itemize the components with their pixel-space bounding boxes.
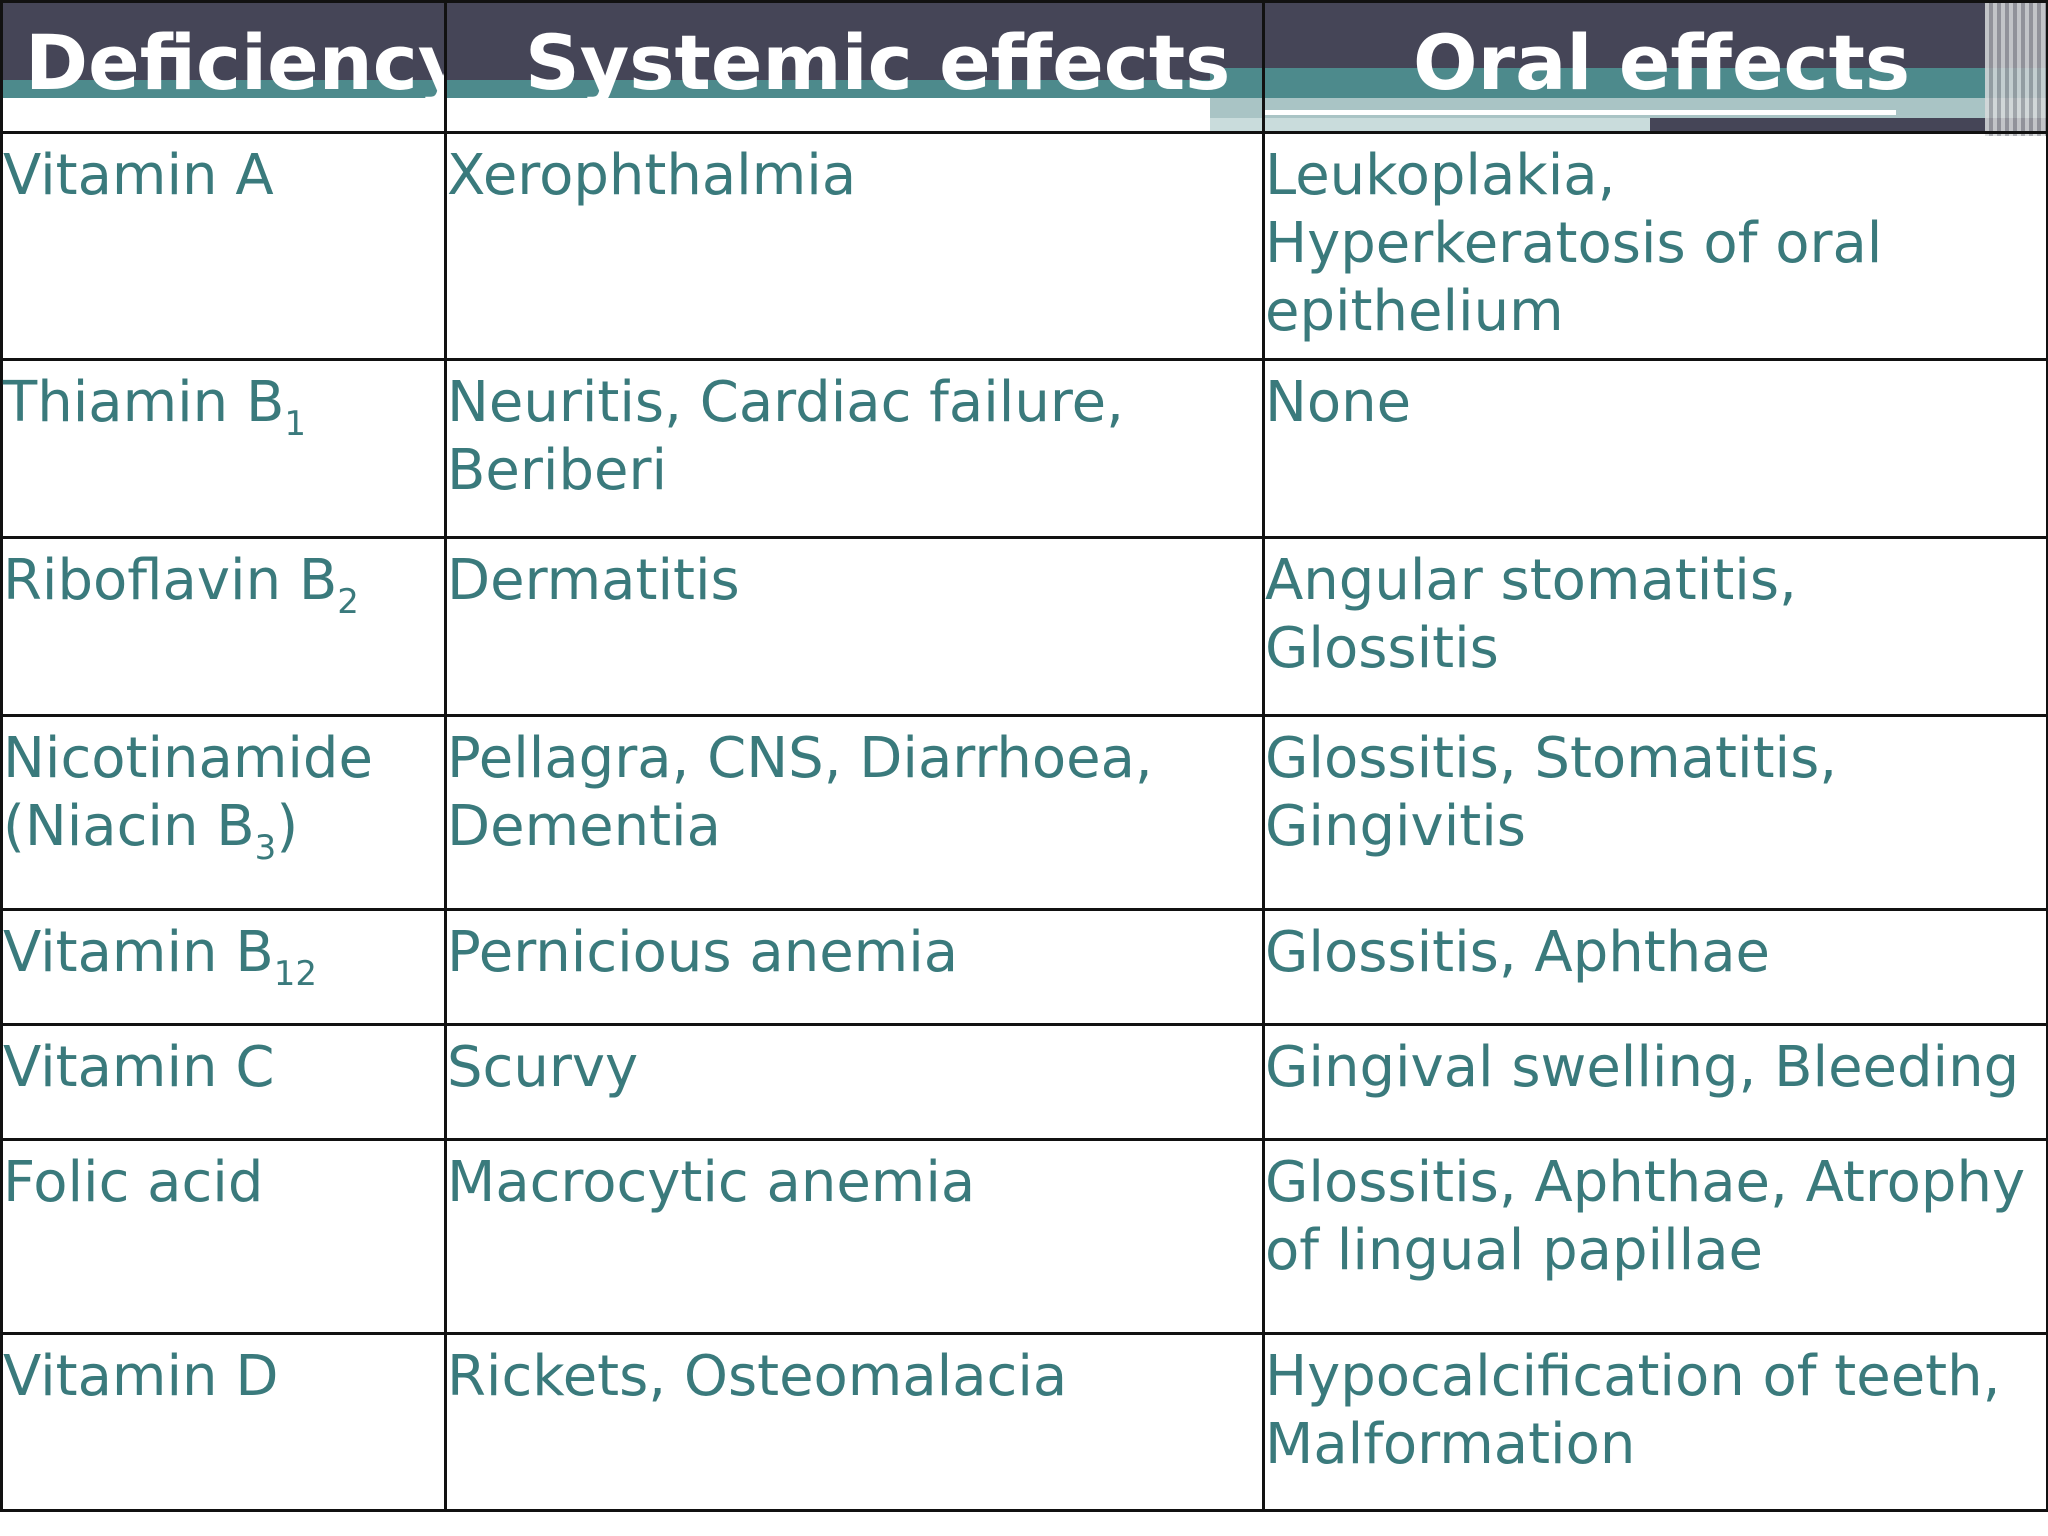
table-row: Thiamin B1 Neuritis, Cardiac failure, Beri…	[0, 358, 2048, 539]
deficiency-name: Nicotinamide	[3, 725, 444, 793]
cell-oral-effects: None	[1262, 358, 2048, 539]
deficiency-name: Vitamin C	[3, 1034, 444, 1102]
deficiency-label: Folic acid	[3, 1150, 264, 1215]
cell-deficiency: Vitamin C	[0, 1023, 447, 1141]
oral-effect-line: of lingual papillae	[1265, 1218, 1763, 1283]
cell-deficiency: Riboflavin B2	[0, 536, 447, 717]
cell-oral-effects: Gingival swelling, Bleeding	[1262, 1023, 2048, 1141]
deficiency-label: Vitamin A	[3, 143, 274, 208]
cell-systemic-effects: Xerophthalmia	[444, 131, 1265, 361]
cell-oral-effects: Glossitis, Aphthae, Atrophy of lingual pa…	[1262, 1138, 2048, 1335]
oral-effect-line: Hypocalcification of teeth,	[1265, 1344, 2001, 1409]
table-row: Folic acid Macrocytic anemia Glossitis, Ap…	[0, 1138, 2048, 1335]
oral-effect-line: epithelium	[1265, 279, 1564, 344]
cell-deficiency: Thiamin B1	[0, 358, 447, 539]
cell-deficiency: Vitamin D	[0, 1332, 447, 1512]
deficiency-name: Vitamin D	[3, 1343, 444, 1411]
table-row: Riboflavin B2 Dermatitis Angular stomatiti…	[0, 536, 2048, 717]
oral-effect-line: Leukoplakia,	[1265, 143, 1616, 208]
column-header-deficiency: Deficiency	[0, 0, 447, 134]
oral-effect-line: Glossitis, Aphthae, Atrophy	[1265, 1150, 2026, 1215]
systemic-effect-line: Beriberi	[447, 438, 668, 503]
cell-deficiency: Folic acid	[0, 1138, 447, 1335]
table-row: Vitamin A Xerophthalmia Leukoplakia, Hyperk…	[0, 131, 2048, 361]
oral-effect-line: Malformation	[1265, 1412, 1636, 1477]
cell-oral-effects: Glossitis, Stomatitis, Gingivitis	[1262, 714, 2048, 911]
deficiency-subscript: 12	[273, 954, 317, 994]
systemic-effect-line: Dementia	[447, 794, 721, 859]
cell-deficiency: Vitamin B12	[0, 908, 447, 1026]
deficiency-name: Riboflavin B2	[3, 547, 444, 619]
table-row: Nicotinamide (Niacin B3) Pellagra, CNS, Di…	[0, 714, 2048, 911]
cell-oral-effects: Hypocalcification of teeth, Malformation	[1262, 1332, 2048, 1512]
deficiency-name: Thiamin B1	[3, 369, 444, 441]
cell-systemic-effects: Pernicious anemia	[444, 908, 1265, 1026]
deficiency-name: Vitamin A	[3, 142, 444, 210]
deficiency-label: )	[276, 794, 299, 859]
deficiency-label: Vitamin B	[3, 920, 274, 985]
header-row: Deficiency Systemic effects Oral effects	[0, 0, 2048, 134]
table-row: Vitamin C Scurvy Gingival swelling, Bleedi…	[0, 1023, 2048, 1141]
deficiency-name: Folic acid	[3, 1149, 444, 1217]
cell-systemic-effects: Macrocytic anemia	[444, 1138, 1265, 1335]
column-header-systemic-effects: Systemic effects	[444, 0, 1265, 134]
deficiency-label: Vitamin C	[3, 1035, 275, 1100]
oral-effect-line: Gingival swelling, Bleeding	[1265, 1035, 2020, 1100]
oral-effect-line: Glossitis, Aphthae	[1265, 920, 1770, 985]
deficiency-label: Riboflavin B	[3, 548, 338, 613]
cell-systemic-effects: Dermatitis	[444, 536, 1265, 717]
deficiency-label: Vitamin D	[3, 1344, 279, 1409]
oral-effect-line: Gingivitis	[1265, 794, 1526, 859]
deficiency-subscript: 3	[254, 828, 277, 868]
deficiency-name-line2: (Niacin B3)	[3, 793, 444, 865]
systemic-effect-line: Dermatitis	[447, 548, 740, 613]
oral-effect-line: Hyperkeratosis of oral	[1265, 211, 1883, 276]
oral-effect-line: Angular stomatitis,	[1265, 548, 1797, 613]
oral-effect-line: Glossitis, Stomatitis,	[1265, 726, 1838, 791]
systemic-effect-line: Rickets, Osteomalacia	[447, 1344, 1068, 1409]
oral-effect-line: Glossitis	[1265, 616, 1499, 681]
cell-deficiency: Vitamin A	[0, 131, 447, 361]
table-row: Vitamin D Rickets, Osteomalacia Hypocalcif…	[0, 1332, 2048, 1512]
deficiency-label: (Niacin B	[3, 794, 255, 859]
systemic-effect-line: Scurvy	[447, 1035, 639, 1100]
table-body: Vitamin A Xerophthalmia Leukoplakia, Hyperk…	[0, 131, 2048, 1512]
deficiency-subscript: 2	[337, 582, 359, 622]
deficiency-name: Vitamin B12	[3, 919, 444, 991]
column-header-oral-effects: Oral effects	[1262, 0, 2048, 134]
systemic-effect-line: Pellagra, CNS, Diarrhoea,	[447, 726, 1153, 791]
systemic-effect-line: Xerophthalmia	[447, 143, 857, 208]
cell-oral-effects: Angular stomatitis, Glossitis	[1262, 536, 2048, 717]
deficiency-label: Thiamin B	[3, 370, 285, 435]
cell-systemic-effects: Neuritis, Cardiac failure, Beriberi	[444, 358, 1265, 539]
systemic-effect-line: Macrocytic anemia	[447, 1150, 976, 1215]
table-row: Vitamin B12 Pernicious anemia Glossitis, A…	[0, 908, 2048, 1026]
cell-deficiency: Nicotinamide (Niacin B3)	[0, 714, 447, 911]
cell-oral-effects: Leukoplakia, Hyperkeratosis of oral epithe…	[1262, 131, 2048, 361]
systemic-effect-line: Neuritis, Cardiac failure,	[447, 370, 1124, 435]
cell-systemic-effects: Scurvy	[444, 1023, 1265, 1141]
deficiency-label: Nicotinamide	[3, 726, 373, 791]
deficiency-subscript: 1	[284, 404, 307, 444]
cell-systemic-effects: Pellagra, CNS, Diarrhoea, Dementia	[444, 714, 1265, 911]
systemic-effect-line: Pernicious anemia	[447, 920, 959, 985]
cell-systemic-effects: Rickets, Osteomalacia	[444, 1332, 1265, 1512]
oral-effect-line: None	[1265, 370, 1412, 435]
cell-oral-effects: Glossitis, Aphthae	[1262, 908, 2048, 1026]
